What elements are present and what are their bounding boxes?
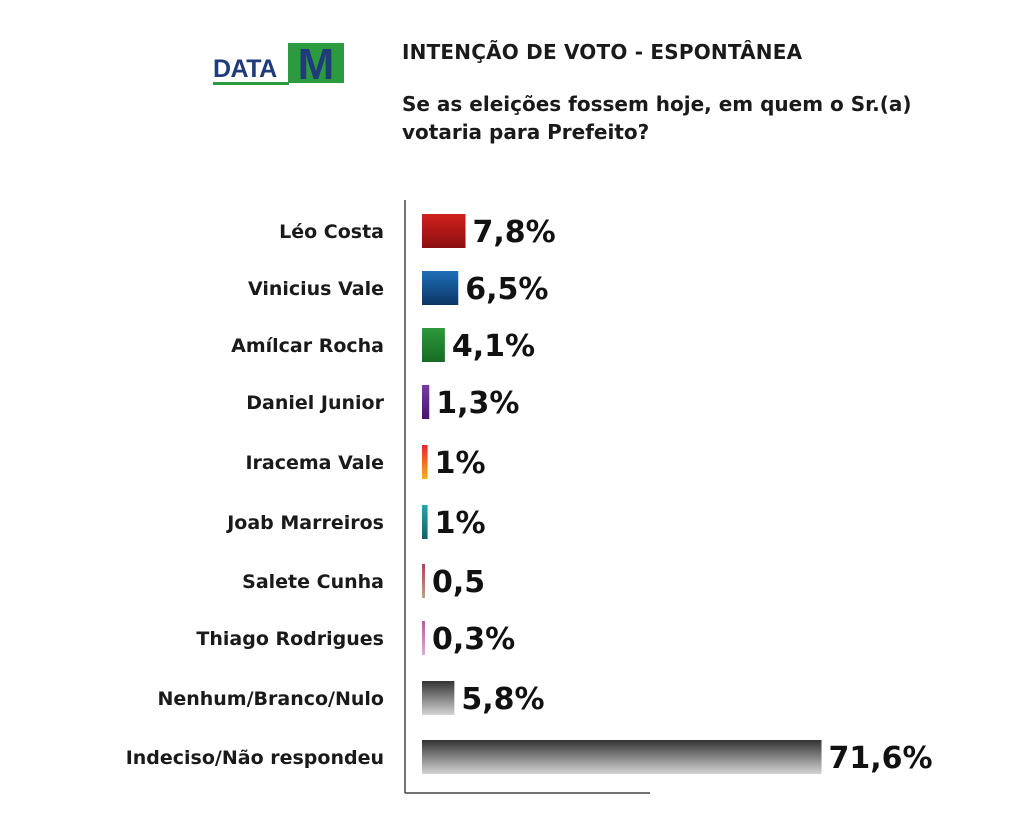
bar — [422, 505, 428, 539]
data-label: 7,8% — [473, 215, 556, 250]
logo-m-mark: M — [288, 43, 344, 83]
category-label: Thiago Rodrigues — [196, 628, 384, 650]
category-label: Amílcar Rocha — [231, 335, 384, 357]
logo-m-letter: M — [298, 43, 335, 83]
data-label: 1% — [435, 446, 486, 481]
data-label: 4,1% — [452, 329, 535, 364]
datam-logo: DATA M — [213, 43, 345, 85]
category-label: Vinicius Vale — [248, 278, 384, 300]
data-label: 6,5% — [465, 272, 548, 307]
bar — [422, 621, 425, 655]
bar — [422, 740, 822, 774]
category-label: Daniel Junior — [246, 392, 384, 414]
category-label: Joab Marreiros — [225, 512, 384, 534]
data-label: 5,8% — [461, 682, 544, 717]
data-label: 1,3% — [436, 386, 519, 421]
category-label: Nenhum/Branco/Nulo — [157, 688, 384, 710]
data-label: 71,6% — [829, 741, 933, 776]
bar — [422, 328, 445, 362]
category-label: Salete Cunha — [242, 571, 384, 593]
bar — [422, 214, 466, 248]
chart-subtitle: Se as eleições fossem hoje, em quem o Sr… — [402, 92, 912, 144]
bar — [422, 385, 430, 419]
logo-data-text: DATA — [213, 55, 277, 83]
bar — [422, 681, 455, 715]
data-label: 0,3% — [432, 622, 515, 657]
bar — [422, 564, 425, 598]
bar — [422, 445, 428, 479]
logo-underline — [213, 82, 289, 85]
category-label: Iracema Vale — [245, 452, 384, 474]
category-label: Indeciso/Não respondeu — [126, 747, 384, 769]
category-label: Léo Costa — [279, 221, 384, 243]
data-label: 0,5 — [432, 565, 485, 600]
chart-title: INTENÇÃO DE VOTO - ESPONTÂNEA — [402, 40, 803, 64]
data-label: 1% — [435, 506, 486, 541]
bar — [422, 271, 459, 305]
